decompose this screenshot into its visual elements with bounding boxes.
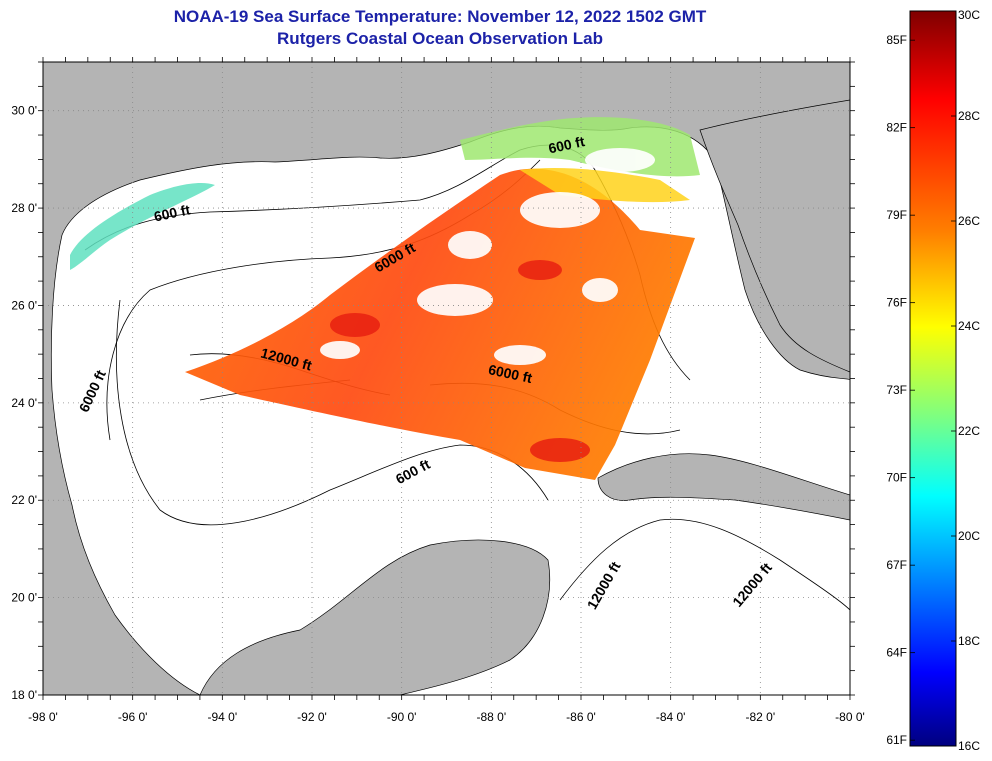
colorbar-label-c: 30C — [958, 8, 980, 22]
swath-main — [185, 168, 695, 480]
x-tick-label: -88 0' — [477, 710, 507, 724]
x-tick-label: -82 0' — [746, 710, 776, 724]
colorbar-label-c: 16C — [958, 739, 980, 753]
cloud-patch — [320, 341, 360, 359]
colorbar-label-f: 73F — [886, 383, 907, 397]
x-tick-label: -94 0' — [208, 710, 238, 724]
contour-label: 600 ft — [547, 133, 586, 156]
colorbar-label-f: 64F — [886, 646, 907, 660]
colorbar-label-f: 61F — [886, 733, 907, 747]
axes: -98 0' -96 0' -94 0' -92 0' -90 0' -88 0' -86 … — [11, 57, 865, 724]
warm-patch — [530, 438, 590, 462]
x-tick-label: -84 0' — [656, 710, 686, 724]
grid-lines — [43, 62, 850, 695]
y-tick-label: 18 0' — [11, 688, 37, 702]
x-tick-label: -80 0' — [835, 710, 865, 724]
cloud-patch — [520, 192, 600, 228]
x-tick-label: -96 0' — [118, 710, 148, 724]
y-tick-label: 26 0' — [11, 298, 37, 312]
colorbar-label-c: 24C — [958, 319, 980, 333]
x-tick-label: -86 0' — [566, 710, 596, 724]
cloud-patch — [585, 148, 655, 172]
swath-texas-cool — [70, 183, 215, 270]
map-subtitle: Rutgers Coastal Ocean Observation Lab — [277, 29, 603, 48]
colorbar-label-c: 26C — [958, 214, 980, 228]
cloud-patch — [417, 284, 493, 316]
y-tick-label: 20 0' — [11, 591, 37, 605]
x-tick-label: -90 0' — [387, 710, 417, 724]
colorbar-ticks: 30C 28C 26C 24C 22C 20C 18C 16C 85F 82F 79F 76F 73F 7… — [886, 8, 980, 753]
colorbar-label-f: 82F — [886, 121, 907, 135]
x-tick-label: -98 0' — [28, 710, 58, 724]
y-tick-label: 28 0' — [11, 201, 37, 215]
colorbar-label-c: 20C — [958, 529, 980, 543]
sst-swath — [70, 117, 700, 480]
colorbar — [909, 10, 957, 747]
colorbar-label-c: 18C — [958, 634, 980, 648]
y-tick-label: 30 0' — [11, 104, 37, 118]
cloud-patch — [582, 278, 618, 302]
cuba-land — [597, 453, 850, 521]
colorbar-label-f: 67F — [886, 558, 907, 572]
colorbar-label-c: 28C — [958, 109, 980, 123]
map-title: NOAA-19 Sea Surface Temperature: Novembe… — [173, 7, 707, 26]
warm-patch — [330, 313, 380, 337]
contour-label: 600 ft — [152, 201, 191, 224]
colorbar-label-f: 79F — [886, 208, 907, 222]
y-tick-label: 22 0' — [11, 493, 37, 507]
cloud-patch — [448, 231, 492, 259]
colorbar-label-f: 70F — [886, 471, 907, 485]
y-tick-label: 24 0' — [11, 396, 37, 410]
colorbar-label-c: 22C — [958, 424, 980, 438]
warm-patch — [518, 260, 562, 280]
colorbar-label-f: 85F — [886, 33, 907, 47]
x-tick-label: -92 0' — [297, 710, 327, 724]
yucatan-land — [199, 539, 551, 695]
colorbar-label-f: 76F — [886, 296, 907, 310]
florida-land — [699, 99, 850, 373]
cloud-patch — [494, 345, 546, 365]
